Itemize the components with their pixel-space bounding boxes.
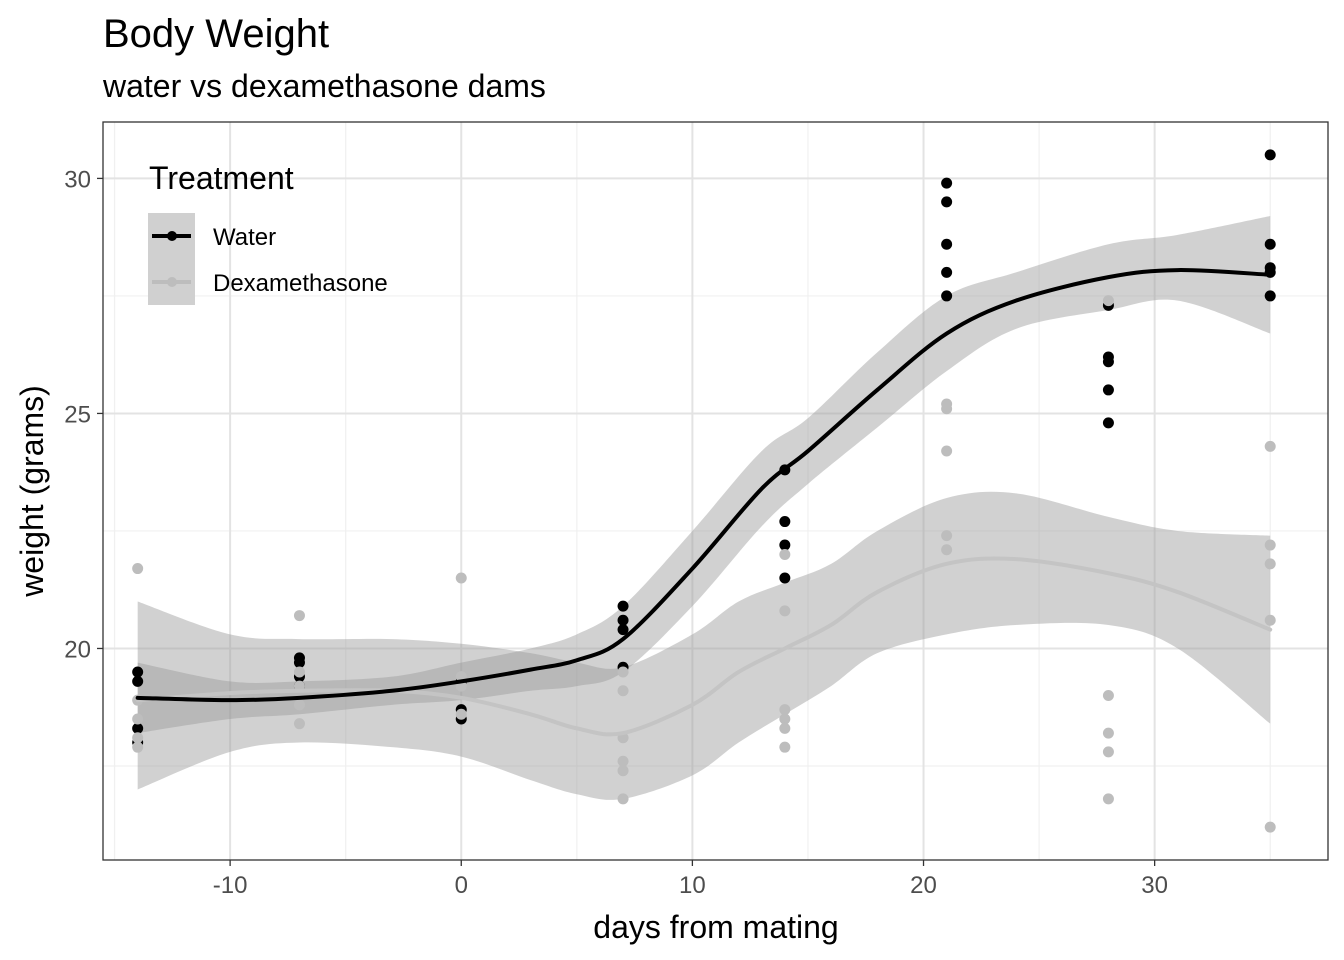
y-axis-ticks: 20 25 30 [64, 166, 103, 663]
point-dexamethasone [455, 572, 467, 584]
point-dexamethasone [1102, 689, 1114, 701]
point-dexamethasone [1102, 295, 1114, 307]
x-tick-label: 20 [910, 872, 937, 899]
point-dexamethasone [1102, 727, 1114, 739]
x-tick-label: 30 [1141, 872, 1168, 899]
point-dexamethasone [941, 544, 953, 556]
point-dexamethasone [1264, 821, 1276, 833]
confidence-ribbons [137, 216, 1271, 800]
point-dexamethasone [1264, 558, 1276, 570]
point-dexamethasone [617, 755, 629, 767]
point-dexamethasone [132, 563, 144, 575]
point-dexamethasone [617, 685, 629, 697]
point-water [1264, 149, 1276, 161]
point-dexamethasone [779, 704, 791, 716]
point-water [1102, 417, 1114, 429]
point-dexamethasone [455, 708, 467, 720]
point-water [617, 614, 629, 626]
point-dexamethasone [293, 666, 305, 678]
point-water [1264, 238, 1276, 250]
data-points [132, 149, 1276, 833]
point-dexamethasone [779, 722, 791, 734]
panel-border [102, 121, 1329, 861]
point-water [941, 266, 953, 278]
legend-point-dexamethasone [167, 277, 177, 287]
point-water [779, 572, 791, 584]
legend-title: Treatment [149, 160, 294, 196]
ribbon-water [137, 216, 1271, 734]
point-dexamethasone [1102, 746, 1114, 758]
grid-lines [103, 122, 1328, 860]
point-dexamethasone [293, 610, 305, 622]
point-dexamethasone [617, 793, 629, 805]
legend-label-dexamethasone: Dexamethasone [213, 270, 388, 297]
point-water [617, 624, 629, 636]
chart-subtitle: water vs dexamethasone dams [102, 68, 546, 104]
smooth-lines [135, 268, 1273, 737]
legend-label-water: Water [213, 224, 276, 251]
point-water [293, 657, 305, 669]
plot-panel [102, 121, 1329, 861]
point-water [132, 722, 144, 734]
y-axis-title: weight (grams) [14, 385, 50, 598]
point-dexamethasone [132, 741, 144, 753]
x-tick-label: -10 [213, 872, 248, 899]
smooth-line-water [135, 268, 1273, 703]
x-axis-ticks: -10 0 10 20 30 [213, 860, 1168, 899]
ribbon-dexamethasone [137, 491, 1271, 800]
point-water [617, 600, 629, 612]
chart-title: Body Weight [103, 12, 329, 56]
point-dexamethasone [1264, 614, 1276, 626]
x-tick-label: 10 [679, 872, 706, 899]
point-dexamethasone [941, 403, 953, 415]
point-water [941, 290, 953, 302]
y-tick-label: 20 [64, 636, 91, 663]
y-tick-label: 30 [64, 166, 91, 193]
point-water [1102, 356, 1114, 368]
point-water [1264, 290, 1276, 302]
point-water [132, 666, 144, 678]
x-tick-label: 0 [455, 872, 468, 899]
legend-point-water [167, 231, 177, 241]
x-axis-title: days from mating [593, 909, 838, 945]
point-dexamethasone [941, 530, 953, 542]
point-dexamethasone [293, 718, 305, 730]
point-dexamethasone [132, 732, 144, 744]
point-dexamethasone [1264, 539, 1276, 551]
point-dexamethasone [617, 765, 629, 777]
point-dexamethasone [1102, 793, 1114, 805]
point-dexamethasone [617, 666, 629, 678]
y-tick-label: 25 [64, 401, 91, 428]
point-dexamethasone [132, 713, 144, 725]
smooth-line-dexamethasone [135, 556, 1273, 737]
point-dexamethasone [779, 548, 791, 560]
point-dexamethasone [293, 699, 305, 711]
point-dexamethasone [779, 605, 791, 617]
point-water [941, 177, 953, 189]
point-dexamethasone [779, 741, 791, 753]
panel-background [103, 122, 1328, 860]
point-water [1102, 384, 1114, 396]
point-water [779, 516, 791, 528]
point-water [132, 675, 144, 687]
point-dexamethasone [1264, 440, 1276, 452]
point-water [779, 539, 791, 551]
point-dexamethasone [779, 713, 791, 725]
legend: Treatment Water Dexamethasone [148, 160, 388, 305]
point-water [941, 238, 953, 250]
point-water [941, 196, 953, 208]
point-dexamethasone [941, 445, 953, 457]
